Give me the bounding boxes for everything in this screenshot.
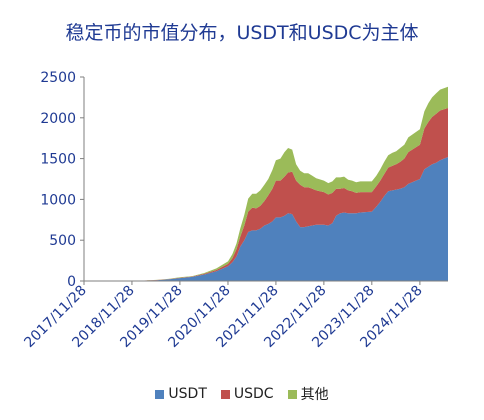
chart-legend: USDT USDC 其他	[0, 384, 484, 404]
area-series-usdc	[84, 108, 448, 281]
y-tick-label: 0	[67, 274, 76, 290]
legend-item-usdc: USDC	[220, 384, 274, 404]
legend-swatch-other	[287, 389, 297, 399]
legend-swatch-usdc	[220, 389, 230, 399]
y-tick-label: 1500	[40, 152, 76, 168]
legend-label-usdt: USDT	[168, 386, 207, 402]
y-tick-label: 2500	[40, 70, 76, 86]
legend-label-other: 其他	[300, 387, 329, 403]
legend-item-other: 其他	[287, 384, 329, 404]
area-series-usdt	[84, 157, 448, 281]
y-tick-label: 2000	[40, 111, 76, 127]
legend-item-usdt: USDT	[155, 384, 207, 404]
y-tick-label: 1000	[40, 192, 76, 208]
area-series-other	[84, 86, 448, 281]
legend-swatch-usdt	[155, 389, 165, 399]
legend-label-usdc: USDC	[233, 386, 274, 402]
chart-title: 稳定币的市值分布，USDT和USDC为主体	[65, 22, 419, 44]
y-tick-label: 500	[49, 233, 76, 249]
